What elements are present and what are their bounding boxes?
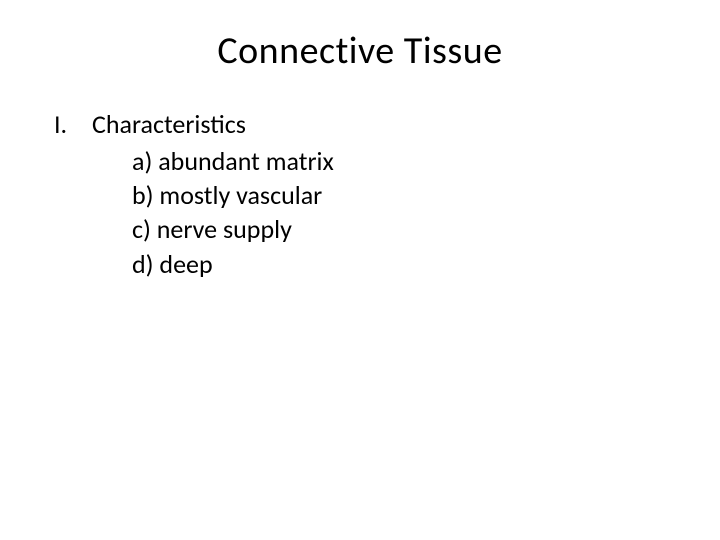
outline-heading: Characteristics xyxy=(92,108,670,142)
outline-level-1: I. Characteristics xyxy=(50,108,670,142)
slide-container: Connective Tissue I. Characteristics a) … xyxy=(0,0,720,540)
outline-sub-items: a) abundant matrix b) mostly vascular c)… xyxy=(132,144,670,281)
list-item: d) deep xyxy=(132,247,670,281)
slide-content: I. Characteristics a) abundant matrix b)… xyxy=(50,108,670,281)
list-item: a) abundant matrix xyxy=(132,144,670,178)
outline-marker: I. xyxy=(50,108,92,142)
list-item: b) mostly vascular xyxy=(132,178,670,212)
slide-title: Connective Tissue xyxy=(50,28,670,74)
list-item: c) nerve supply xyxy=(132,212,670,246)
